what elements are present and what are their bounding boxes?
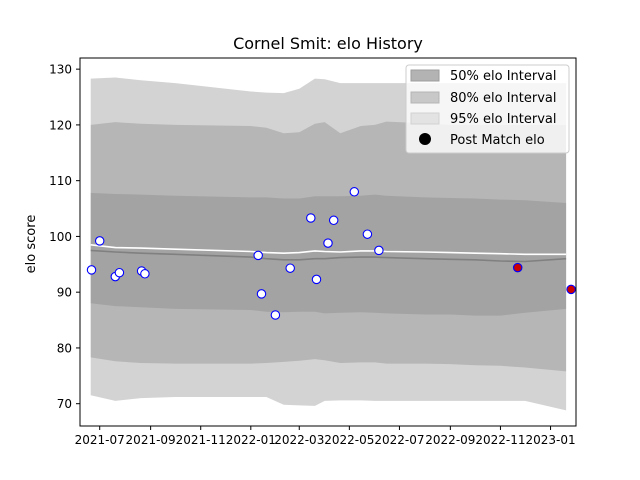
post-match-point [323, 238, 333, 248]
post-match-point [285, 263, 295, 273]
post-match-point [311, 274, 322, 285]
post-match-points [86, 187, 576, 320]
legend-label-p50: 50% elo Interval [450, 69, 557, 84]
x-tick-label: 2022-05 [324, 433, 374, 447]
y-tick-label: 100 [49, 230, 72, 244]
post-match-point [253, 250, 263, 261]
y-axis-label: elo score [24, 215, 39, 274]
post-match-point [374, 245, 384, 256]
y-tick-label: 130 [49, 63, 72, 77]
final-elo-point [566, 284, 576, 295]
band-50-interval [90, 192, 567, 316]
x-tick-label: 2022-09 [425, 433, 475, 447]
x-tick-label: 2023-01 [525, 433, 575, 447]
y-tick-label: 120 [49, 118, 72, 132]
legend-label-p80: 80% elo Interval [450, 91, 557, 106]
x-tick-label: 2022-11 [475, 433, 525, 447]
post-match-point [362, 229, 373, 239]
plot-frame [79, 57, 577, 427]
x-tick-label: 2021-09 [126, 433, 176, 447]
post-match-point [306, 213, 316, 223]
x-tick-label: 2021-07 [75, 433, 125, 447]
y-tick-label: 110 [49, 174, 72, 188]
legend-swatch-p80 [410, 91, 440, 104]
mean-elo-line [90, 249, 567, 263]
legend-swatch-p95 [410, 112, 440, 125]
x-tick-label: 2021-11 [176, 433, 226, 447]
y-axis-ticks: 70 80 90 100 110 120 130 [49, 63, 80, 411]
y-tick-label: 80 [57, 341, 72, 355]
median-elo-line [90, 244, 567, 256]
legend-label-p95: 95% elo Interval [450, 112, 557, 127]
x-tick-label: 2022-07 [374, 433, 424, 447]
chart-title: Cornel Smit: elo History [233, 34, 423, 53]
post-match-point [86, 265, 97, 275]
post-match-point [349, 187, 360, 197]
y-tick-label: 70 [57, 397, 72, 411]
legend-label-post-match: Post Match elo [450, 133, 545, 148]
post-match-point [140, 269, 150, 279]
post-match-point [114, 267, 125, 278]
x-tick-label: 2022-03 [274, 433, 324, 447]
post-match-point [94, 236, 105, 246]
legend: 50% elo Interval 80% elo Interval 95% el… [405, 64, 570, 154]
x-tick-label: 2022-01 [226, 433, 276, 447]
post-match-point [328, 215, 339, 226]
final-elo-point [512, 262, 523, 273]
y-tick-label: 90 [57, 286, 72, 300]
post-match-point [256, 289, 267, 299]
trend-lines [90, 244, 567, 263]
legend-box [405, 64, 570, 154]
legend-marker-post-match [419, 133, 431, 145]
legend-swatch-p50 [410, 69, 440, 82]
post-match-point [270, 310, 281, 320]
